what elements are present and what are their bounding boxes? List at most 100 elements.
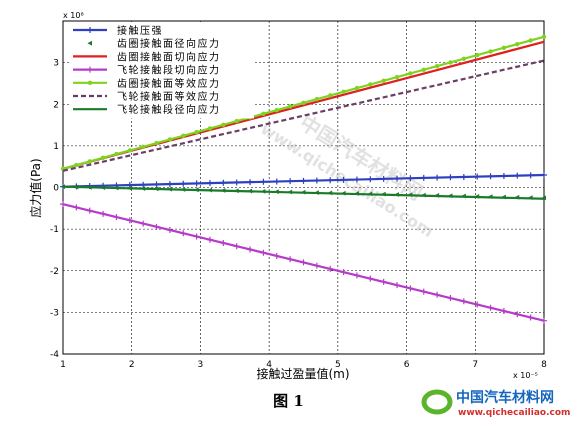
logo-text-cn: 中国汽车材料网 <box>456 389 554 406</box>
series-7 <box>62 185 545 200</box>
series-marker <box>100 210 107 217</box>
y-tick-label: -2 <box>50 267 59 277</box>
series-marker <box>420 288 427 295</box>
y-axis-exponent: x 10⁸ <box>63 11 84 20</box>
series-marker <box>408 71 413 76</box>
figure-caption: 图 1 <box>273 392 304 410</box>
y-tick-label: 1 <box>53 142 59 152</box>
series-marker <box>300 259 307 266</box>
series-5 <box>60 34 547 171</box>
legend: 接触压强齿圈接触面径向应力齿圈接触面切向应力飞轮接触段切向应力齿圈接触面等效应力… <box>69 22 254 119</box>
series-marker <box>247 246 254 253</box>
series-marker <box>153 223 160 230</box>
y-axis-label: 应力值(Pa) <box>28 158 43 217</box>
series-marker <box>434 291 441 298</box>
axis-ticks: 1 2 3 4 5 6 7 8 -4 -3 -2 -1 0 1 2 3 <box>50 59 547 370</box>
series-marker <box>474 173 481 180</box>
series-marker <box>153 181 160 188</box>
x-tick-label: 1 <box>60 360 66 370</box>
legend-entry: 齿圈接触面切向应力 <box>73 50 219 63</box>
series-marker <box>341 89 346 94</box>
y-tick-label: -4 <box>50 350 59 360</box>
x-tick-label: 4 <box>266 360 272 370</box>
series-marker <box>500 307 507 314</box>
series-marker <box>460 173 467 180</box>
x-tick-label: 2 <box>129 360 135 370</box>
legend-entry: 飞轮接触面等效应力 <box>73 90 221 103</box>
series-marker <box>233 179 240 186</box>
series-marker <box>114 151 119 157</box>
series-marker <box>541 34 547 40</box>
legend-label: 齿圈接触面径向应力 <box>117 37 221 50</box>
series-marker <box>527 172 534 179</box>
series-marker <box>328 93 333 98</box>
series-marker <box>140 181 147 188</box>
series-marker <box>381 78 386 84</box>
legend-marker <box>87 80 93 86</box>
y-tick-label: 3 <box>53 59 59 69</box>
series-marker <box>394 175 401 182</box>
series-marker <box>448 60 453 65</box>
series-marker <box>474 301 481 308</box>
x-tick-label: 5 <box>335 360 341 370</box>
series-marker <box>273 252 280 259</box>
legend-label: 飞轮接触面等效应力 <box>117 90 221 103</box>
series-marker <box>194 129 199 135</box>
series-marker <box>181 133 186 138</box>
series-marker <box>221 122 226 127</box>
series-marker <box>180 230 187 237</box>
series-marker <box>447 295 454 302</box>
legend-entry: 飞轮接触段径向应力 <box>73 103 221 116</box>
legend-marker <box>87 27 93 33</box>
series-marker <box>367 275 374 282</box>
series-marker <box>60 201 66 208</box>
series-marker <box>140 144 146 149</box>
series-marker <box>140 220 147 227</box>
series-marker <box>87 159 92 164</box>
series-marker <box>274 107 279 113</box>
series-marker <box>260 178 267 185</box>
series-marker <box>167 137 173 142</box>
series-marker <box>86 207 93 214</box>
legend-marker <box>87 66 93 73</box>
series-marker <box>73 204 80 211</box>
series-marker <box>501 45 507 51</box>
series-marker <box>500 172 507 179</box>
series-marker <box>327 265 334 272</box>
series-marker <box>460 298 467 305</box>
series-marker <box>166 181 173 188</box>
series-marker <box>514 172 521 179</box>
series-4 <box>60 201 547 324</box>
series-marker <box>353 176 360 183</box>
series-marker <box>127 148 133 153</box>
x-tick-label: 7 <box>472 360 478 370</box>
series-marker <box>193 180 200 187</box>
series-marker <box>340 269 347 276</box>
series-marker <box>154 140 159 146</box>
series-marker <box>368 82 373 87</box>
series-marker <box>287 256 294 263</box>
legend-label: 飞轮接触段径向应力 <box>117 103 221 116</box>
series-marker <box>314 96 320 102</box>
y-tick-label: -3 <box>50 308 59 318</box>
series-marker <box>113 214 120 221</box>
series-marker <box>193 233 200 240</box>
x-tick-label: 3 <box>198 360 204 370</box>
legend-label: 齿圈接触面等效应力 <box>117 77 221 90</box>
series-marker <box>407 285 414 292</box>
series-marker <box>541 172 547 179</box>
series-marker <box>260 249 267 256</box>
series-marker <box>273 178 280 185</box>
series-marker <box>247 179 254 186</box>
series-marker <box>207 126 213 131</box>
series-6 <box>62 59 545 172</box>
series-marker <box>100 155 106 160</box>
series-marker <box>367 176 374 183</box>
series-marker <box>220 179 227 186</box>
y-tick-label: 0 <box>53 184 59 194</box>
series-marker <box>394 74 400 80</box>
series-marker <box>313 177 320 184</box>
series-marker <box>528 38 533 43</box>
legend-entry: 飞轮接触段切向应力 <box>73 64 219 77</box>
